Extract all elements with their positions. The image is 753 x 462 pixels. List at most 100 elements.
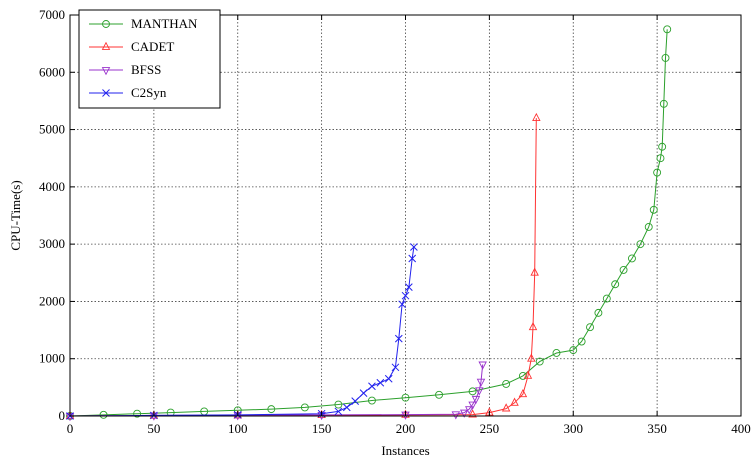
data-point	[656, 154, 665, 163]
marker-stroke	[408, 254, 417, 263]
marker-stroke	[410, 243, 418, 251]
data-point	[351, 397, 360, 405]
y-tick-label: 4000	[39, 179, 65, 194]
data-point	[661, 54, 670, 62]
data-point	[334, 407, 343, 416]
marker-stroke	[391, 363, 400, 372]
series-c2syn	[66, 243, 418, 420]
marker-stroke	[401, 291, 410, 300]
data-point	[465, 406, 474, 415]
marker-stroke	[334, 407, 343, 416]
legend-box	[78, 9, 221, 109]
series-bfss	[65, 361, 487, 422]
data-point	[102, 20, 110, 28]
series-line	[69, 364, 484, 417]
data-point	[475, 387, 484, 396]
data-point	[368, 382, 376, 391]
legend-label: MANTHAN	[131, 16, 198, 31]
x-axis-label: Instances	[381, 443, 429, 458]
y-tick-label: 1000	[39, 351, 65, 366]
data-point	[405, 283, 413, 291]
data-point	[518, 371, 527, 380]
data-point	[149, 410, 159, 419]
legend-entry: CADET	[89, 39, 174, 54]
data-point	[65, 410, 75, 419]
data-point	[401, 291, 410, 300]
data-point	[408, 254, 417, 263]
marker-stroke	[398, 300, 406, 309]
legend-label: C2Syn	[131, 85, 167, 100]
data-point	[101, 41, 111, 50]
data-point	[435, 390, 443, 399]
x-tick-label: 250	[480, 421, 500, 436]
x-tick-label: 200	[396, 421, 416, 436]
data-point	[401, 409, 410, 418]
x-tick-label: 100	[228, 421, 248, 436]
legend-entry: MANTHAN	[89, 16, 198, 31]
data-point	[398, 300, 406, 309]
marker-stroke	[359, 389, 368, 397]
data-point	[644, 223, 653, 231]
data-point	[468, 409, 477, 418]
series-line	[69, 246, 415, 417]
data-point	[101, 67, 111, 76]
data-point	[376, 378, 385, 387]
data-point	[468, 387, 477, 396]
grid	[70, 15, 741, 416]
data-point	[471, 395, 481, 405]
x-tick-label: 0	[67, 421, 74, 436]
data-point	[267, 405, 276, 414]
series-line	[69, 29, 668, 417]
data-point	[594, 308, 603, 317]
legend: MANTHAN CADET BFSS C2Syn	[78, 9, 221, 109]
data-point	[359, 389, 368, 397]
legend-entry: BFSS	[89, 62, 161, 77]
x-tick-label: 300	[564, 421, 584, 436]
data-point	[468, 401, 477, 410]
data-point	[300, 403, 309, 412]
data-point	[602, 294, 611, 303]
data-point	[334, 400, 343, 409]
data-point	[628, 254, 636, 263]
y-tick-label: 6000	[39, 64, 65, 79]
data-point	[552, 349, 561, 357]
data-point	[649, 205, 658, 214]
series-manthan	[66, 25, 672, 420]
marker-stroke	[342, 403, 351, 412]
x-tick-label: 350	[647, 421, 667, 436]
marker-stroke	[384, 374, 393, 383]
data-point	[401, 393, 410, 402]
y-tick-label: 7000	[39, 7, 65, 22]
data-point	[99, 410, 108, 419]
data-point	[410, 243, 418, 251]
y-tick-label: 0	[59, 408, 66, 423]
data-point	[478, 361, 487, 370]
data-point	[394, 334, 403, 343]
data-point	[368, 396, 376, 405]
data-point	[527, 353, 536, 362]
data-point	[102, 89, 110, 97]
data-point	[451, 411, 461, 420]
data-point	[659, 99, 668, 108]
y-tick-label: 5000	[39, 122, 65, 137]
data-point	[391, 363, 400, 372]
marker-stroke	[394, 334, 403, 343]
data-point	[535, 357, 544, 366]
data-point	[501, 403, 511, 412]
y-tick-label: 3000	[39, 236, 65, 251]
x-tick-label: 400	[731, 421, 751, 436]
data-point	[530, 267, 539, 276]
x-tick-label: 150	[312, 421, 332, 436]
data-point	[133, 409, 142, 418]
data-point	[476, 378, 486, 387]
legend-label: BFSS	[131, 62, 161, 77]
axis-ticks: 0 50 100 150 200 250 300 350 4000100020003000400…	[39, 7, 751, 436]
data-point	[384, 374, 393, 383]
data-point	[510, 397, 519, 406]
data-point	[532, 112, 541, 122]
data-point	[653, 168, 662, 177]
y-axis-label: CPU-Time(s)	[8, 180, 23, 250]
marker-stroke	[368, 382, 376, 391]
legend-label: CADET	[131, 39, 174, 54]
